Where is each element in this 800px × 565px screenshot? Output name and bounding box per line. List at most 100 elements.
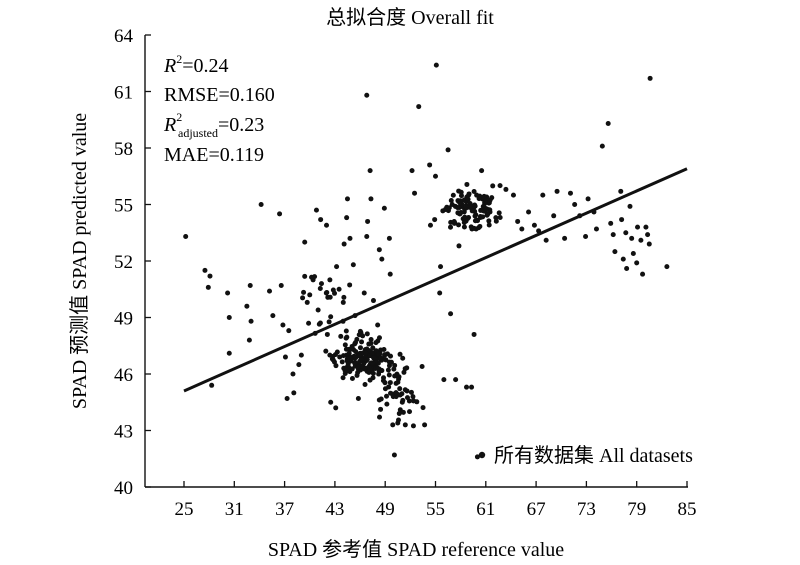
data-point bbox=[376, 351, 382, 357]
data-point bbox=[620, 256, 626, 262]
data-point bbox=[370, 345, 376, 351]
data-point bbox=[640, 271, 646, 277]
data-point bbox=[377, 414, 383, 420]
data-point bbox=[336, 286, 342, 292]
data-point bbox=[258, 202, 264, 207]
data-point bbox=[373, 340, 379, 346]
data-point bbox=[531, 222, 537, 228]
data-point bbox=[353, 340, 359, 346]
y-tick-label: 64 bbox=[114, 26, 134, 47]
data-point bbox=[497, 183, 503, 189]
data-point bbox=[647, 75, 653, 81]
data-point bbox=[209, 382, 215, 388]
data-point bbox=[327, 294, 333, 300]
data-point bbox=[464, 384, 470, 390]
data-point bbox=[318, 217, 324, 223]
data-point bbox=[465, 196, 471, 202]
data-point bbox=[453, 377, 459, 383]
data-point bbox=[359, 356, 365, 362]
data-point bbox=[463, 204, 469, 210]
data-point bbox=[402, 387, 408, 393]
data-point bbox=[341, 294, 347, 300]
data-point bbox=[349, 376, 355, 382]
data-point bbox=[422, 422, 428, 428]
y-tick-label: 49 bbox=[114, 309, 133, 330]
data-point bbox=[458, 199, 464, 205]
data-point bbox=[432, 217, 438, 223]
data-point bbox=[583, 234, 589, 240]
data-point bbox=[388, 353, 394, 359]
data-point bbox=[461, 224, 467, 230]
data-point bbox=[304, 299, 310, 305]
data-point bbox=[474, 454, 480, 460]
data-point bbox=[397, 386, 403, 392]
legend-marker bbox=[478, 451, 486, 459]
data-point bbox=[376, 335, 382, 341]
data-point bbox=[326, 319, 332, 325]
data-point bbox=[379, 256, 385, 262]
y-tick-label: 61 bbox=[114, 83, 133, 104]
x-tick-label: 49 bbox=[376, 499, 395, 520]
data-point bbox=[442, 206, 448, 212]
data-point bbox=[487, 197, 493, 203]
data-point bbox=[343, 335, 349, 341]
y-tick-label: 52 bbox=[114, 252, 133, 273]
data-point bbox=[515, 218, 521, 224]
data-point bbox=[551, 213, 557, 219]
data-point bbox=[629, 235, 635, 241]
data-point bbox=[323, 290, 329, 296]
data-point bbox=[448, 311, 454, 317]
data-point bbox=[387, 271, 393, 277]
data-point bbox=[608, 220, 614, 226]
data-point bbox=[359, 339, 365, 345]
data-point bbox=[345, 361, 351, 367]
data-point bbox=[645, 232, 651, 238]
data-point bbox=[572, 202, 578, 207]
data-point bbox=[400, 409, 406, 415]
data-point bbox=[643, 224, 649, 230]
data-point bbox=[246, 337, 252, 343]
data-point bbox=[623, 230, 629, 236]
data-point bbox=[226, 315, 232, 320]
data-point bbox=[605, 121, 611, 127]
data-point bbox=[386, 372, 392, 378]
data-point bbox=[330, 357, 336, 363]
x-axis-title: SPAD 参考值 SPAD reference value bbox=[268, 538, 564, 561]
data-point bbox=[635, 224, 641, 230]
data-point bbox=[567, 190, 573, 196]
data-point bbox=[302, 273, 308, 279]
rmse-stat: RMSE=0.160 bbox=[164, 84, 275, 106]
data-point bbox=[402, 422, 408, 428]
data-point bbox=[427, 162, 433, 168]
data-point bbox=[378, 406, 384, 412]
data-point bbox=[400, 355, 406, 361]
y-axis-title: SPAD 预测值 SPAD predicted value bbox=[68, 113, 91, 409]
data-point bbox=[353, 355, 359, 361]
data-point bbox=[343, 328, 349, 334]
data-point bbox=[317, 320, 323, 326]
data-point bbox=[397, 392, 403, 398]
data-point bbox=[471, 189, 477, 195]
data-point bbox=[419, 363, 425, 369]
data-point bbox=[420, 405, 426, 411]
data-point bbox=[448, 198, 454, 204]
data-point bbox=[486, 218, 492, 224]
data-point bbox=[433, 173, 438, 179]
data-point bbox=[540, 192, 546, 198]
data-point bbox=[503, 186, 509, 192]
data-point bbox=[328, 314, 334, 320]
x-tick-label: 31 bbox=[225, 499, 244, 520]
data-point bbox=[363, 350, 369, 356]
data-point bbox=[205, 284, 211, 290]
data-point bbox=[438, 264, 444, 270]
mae-stat: MAE=0.119 bbox=[164, 144, 264, 166]
data-point bbox=[493, 218, 499, 224]
data-point bbox=[364, 234, 370, 240]
r-squared-adjusted-stat: R2 adjusted=0.23 bbox=[163, 110, 264, 140]
data-point bbox=[387, 380, 393, 386]
data-point bbox=[408, 389, 414, 395]
data-point bbox=[282, 354, 288, 360]
data-point bbox=[433, 62, 439, 68]
data-point bbox=[361, 361, 367, 367]
data-point bbox=[318, 281, 324, 287]
